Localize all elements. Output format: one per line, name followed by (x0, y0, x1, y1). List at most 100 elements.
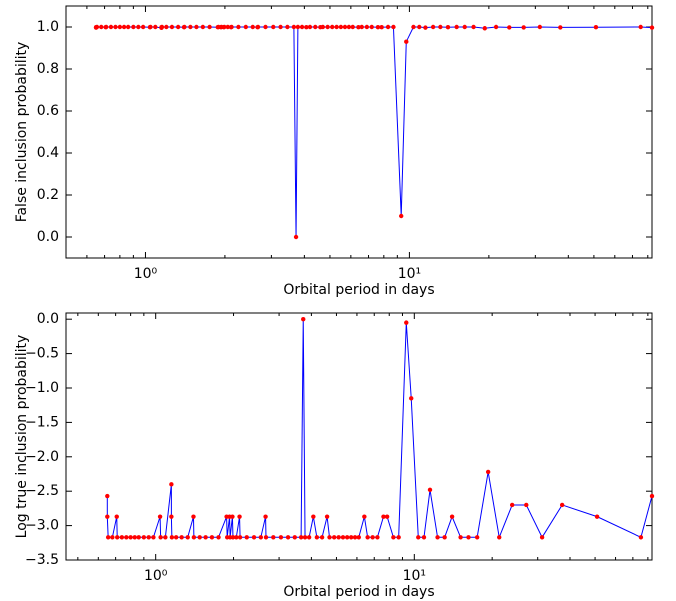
data-point (124, 535, 129, 540)
plot-area (65, 312, 653, 561)
data-point (385, 24, 391, 30)
data-point (148, 24, 153, 30)
data-point (365, 535, 370, 540)
series-line (106, 319, 653, 540)
data-point (391, 24, 396, 30)
data-point (132, 535, 137, 540)
data-point (250, 24, 255, 30)
data-point (293, 234, 299, 240)
data-point (209, 535, 215, 540)
data-point (179, 535, 184, 540)
data-point (263, 535, 269, 540)
y-tick-label: −0.5 (25, 346, 59, 362)
x-tick-label: 10⁰ (134, 266, 158, 282)
data-point (638, 535, 644, 540)
data-point (521, 25, 526, 30)
data-point (485, 469, 491, 475)
data-point (593, 25, 599, 30)
x-tick-label: 10¹ (398, 266, 421, 282)
data-point (340, 535, 346, 540)
data-point (128, 535, 133, 540)
data-point (237, 514, 242, 519)
plot-area (65, 5, 653, 259)
x-axis-label: Orbital period in days (283, 282, 434, 298)
data-point (421, 535, 427, 540)
data-point (255, 24, 261, 30)
data-point (125, 24, 131, 30)
data-point (298, 535, 304, 540)
data-point (462, 24, 467, 30)
data-point (136, 535, 141, 540)
data-point (94, 24, 100, 30)
data-point (350, 24, 355, 30)
data-point (307, 24, 313, 30)
data-point (430, 24, 436, 30)
data-point (105, 493, 110, 499)
data-point (229, 24, 234, 30)
data-point (417, 24, 422, 30)
y-tick-label: −3.0 (25, 518, 59, 534)
data-point (313, 24, 318, 30)
data-point (404, 320, 409, 325)
data-point (207, 24, 212, 30)
y-tick-label: 0.0 (37, 229, 59, 245)
y-tick-label: 0.8 (37, 61, 59, 77)
data-point (136, 24, 141, 30)
data-point (302, 535, 308, 540)
data-point (314, 535, 320, 540)
data-point (375, 25, 381, 30)
data-point (493, 24, 499, 30)
data-point (537, 24, 543, 30)
data-point (271, 24, 276, 30)
data-point (304, 25, 309, 30)
data-point (559, 502, 565, 508)
data-point (379, 25, 384, 30)
data-point (194, 24, 199, 30)
data-point (153, 24, 158, 30)
data-point (191, 514, 196, 519)
data-point (416, 535, 421, 540)
x-axis-label: Orbital period in days (283, 584, 434, 600)
data-point (263, 514, 268, 519)
data-point (356, 535, 361, 540)
data-point (99, 24, 104, 30)
data-point (375, 535, 380, 540)
y-tick-label: −3.5 (25, 552, 59, 568)
data-point (243, 24, 249, 30)
data-point (352, 535, 358, 540)
data-point (234, 535, 239, 540)
data-point (391, 535, 396, 540)
data-point (237, 535, 243, 540)
data-point (558, 25, 563, 30)
data-point (115, 535, 120, 540)
data-point (216, 535, 221, 540)
data-point (151, 535, 156, 540)
data-point (364, 24, 370, 30)
data-point (158, 535, 163, 540)
y-tick-label: −2.0 (25, 449, 59, 465)
data-point (359, 24, 364, 30)
data-point (263, 24, 268, 30)
data-point (362, 514, 367, 519)
data-point (445, 25, 451, 30)
data-point (334, 24, 339, 30)
data-point (324, 514, 330, 519)
data-point (278, 24, 283, 30)
data-point (173, 535, 179, 540)
data-point (103, 24, 109, 30)
data-point (370, 535, 375, 540)
data-point (175, 24, 181, 30)
data-point (458, 535, 463, 540)
data-point (236, 24, 241, 30)
y-tick-label: 0.6 (37, 103, 59, 119)
data-point (435, 535, 440, 540)
data-point (331, 535, 337, 540)
data-point (258, 535, 264, 540)
data-point (285, 535, 291, 540)
data-point (185, 535, 190, 540)
data-point (197, 535, 202, 540)
data-point (108, 24, 114, 30)
data-point (348, 535, 354, 540)
data-point (182, 24, 187, 30)
